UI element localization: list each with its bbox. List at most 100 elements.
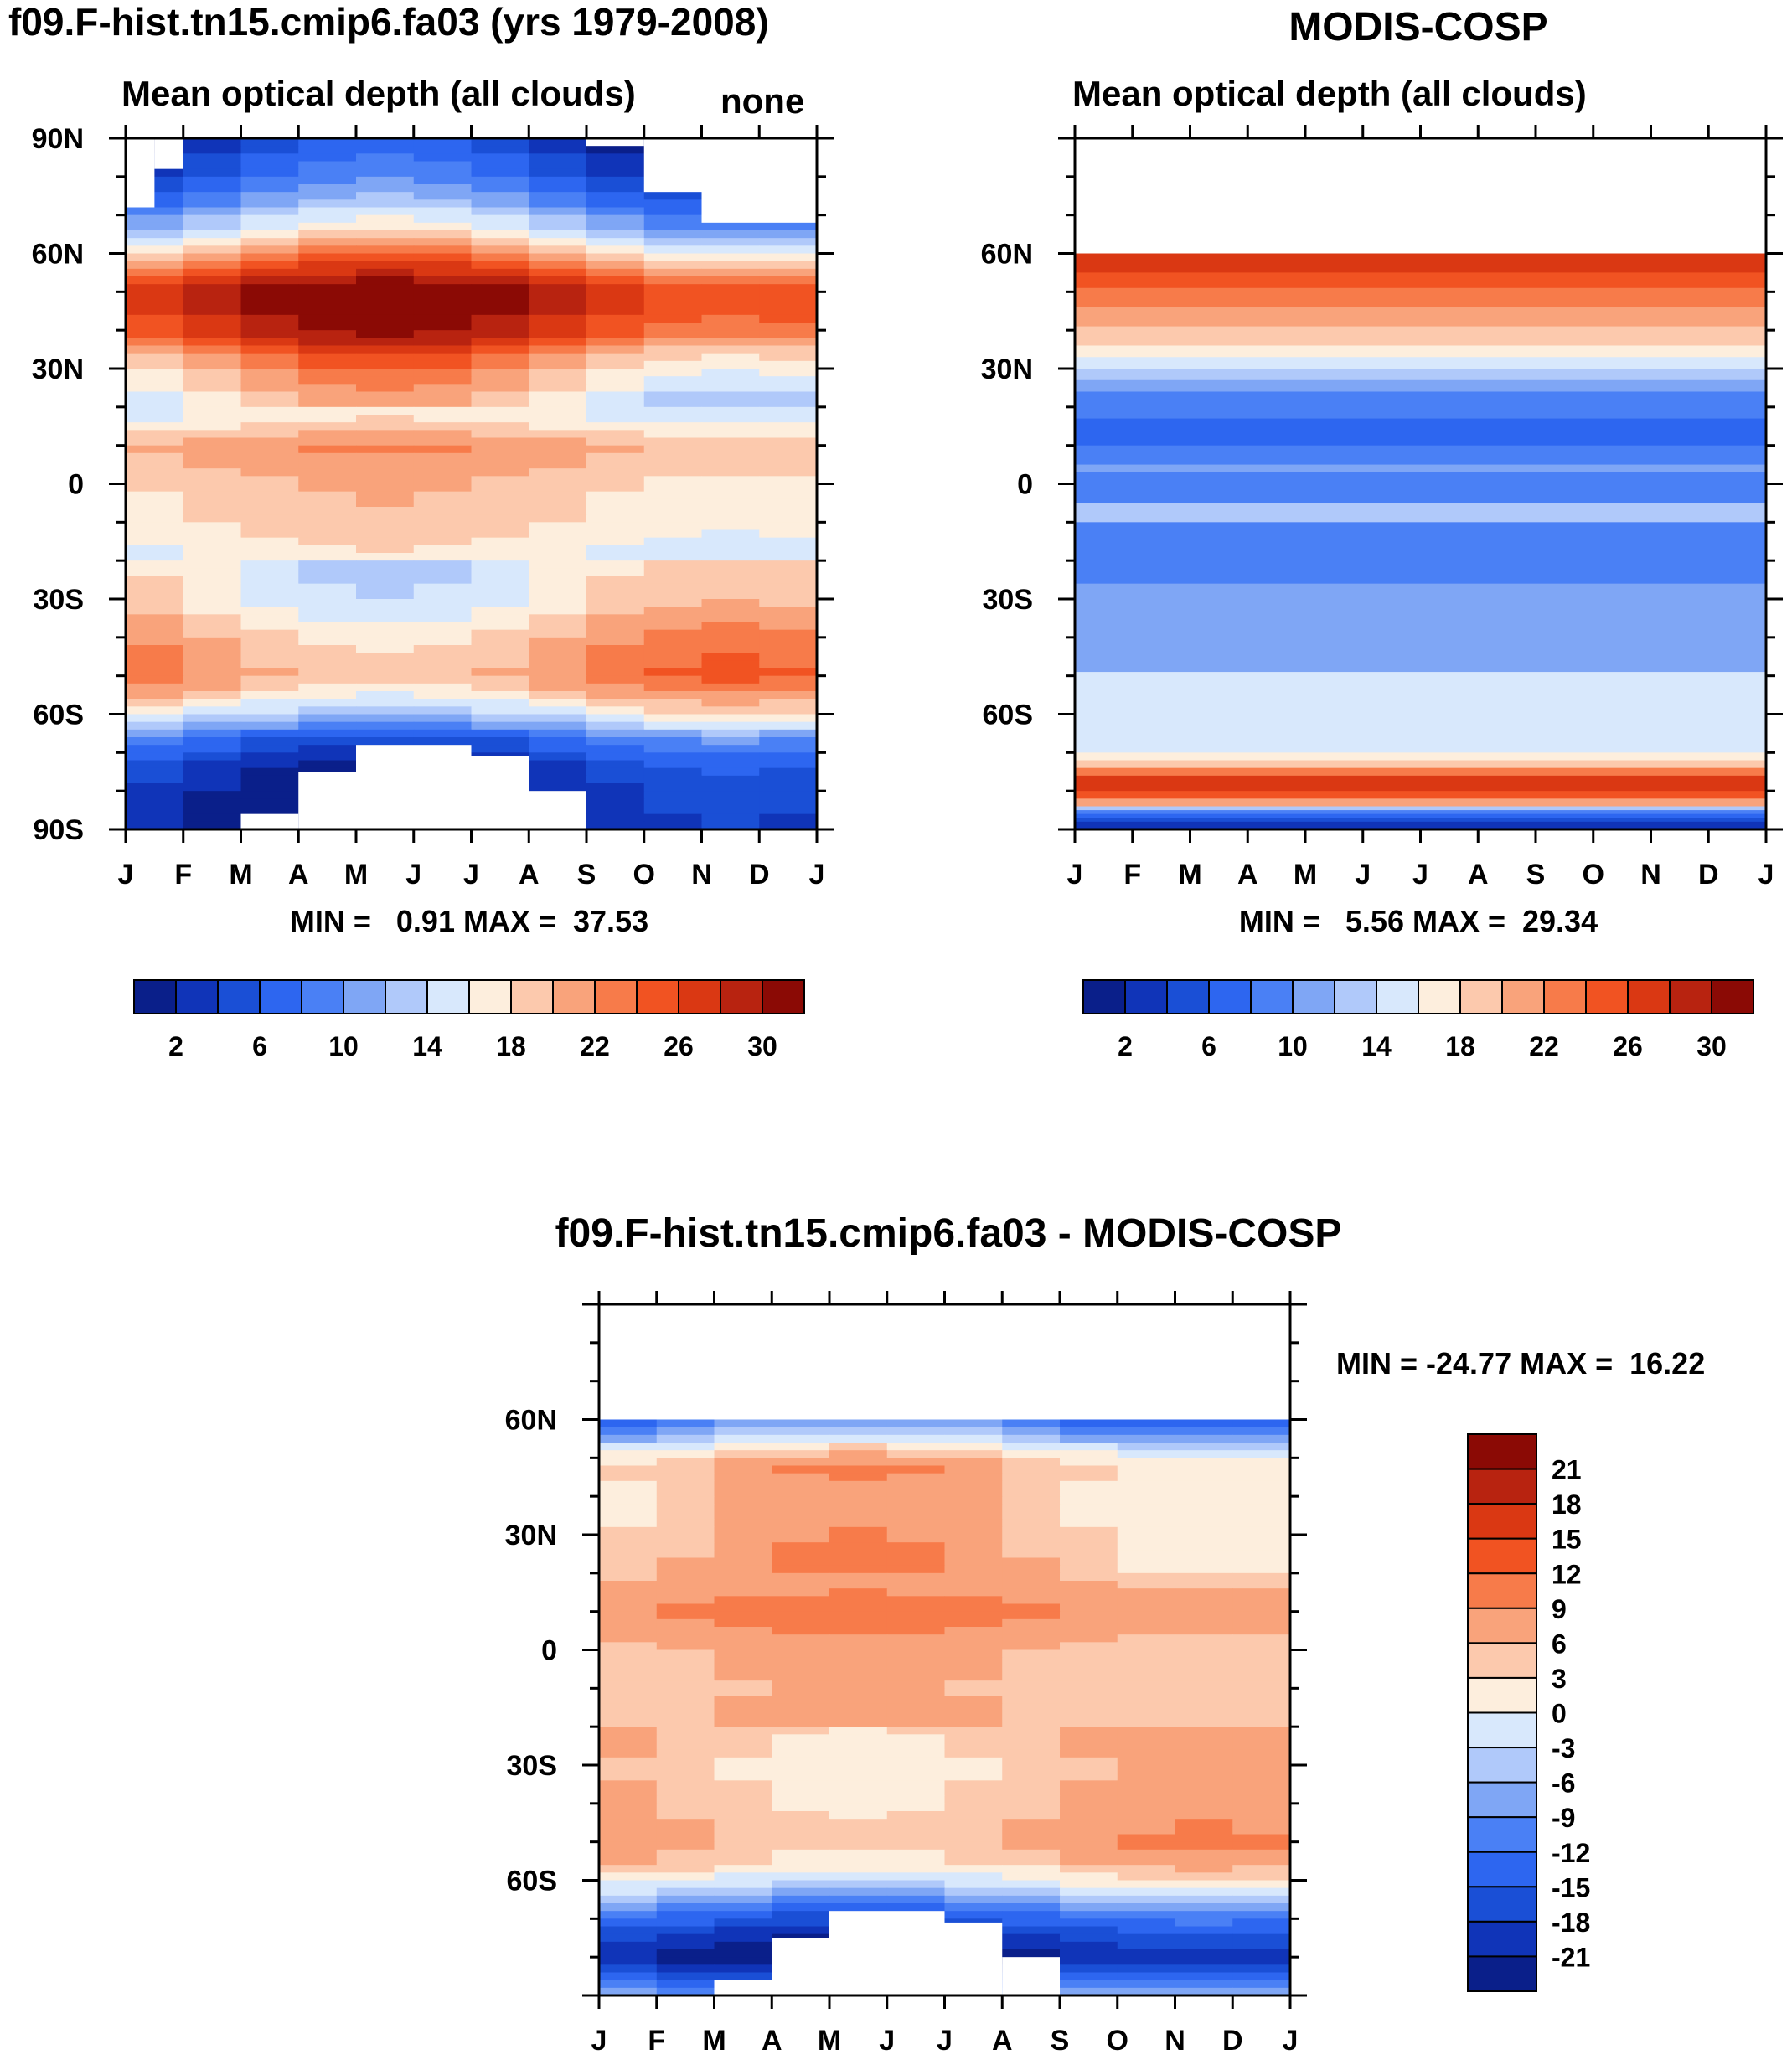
diff-colorbar-label: 0 — [1552, 1699, 1567, 1729]
model-cell — [240, 268, 299, 277]
diff-cell — [656, 1788, 715, 1797]
model-cell — [586, 483, 645, 493]
model-cell — [471, 161, 529, 170]
obs-x-label: M — [1178, 859, 1201, 890]
diff-cell — [599, 1596, 658, 1605]
diff-cell — [1060, 1649, 1118, 1659]
model-cell — [240, 391, 299, 400]
diff-cell — [1232, 1542, 1291, 1551]
model-cell — [240, 798, 299, 808]
model-cell — [183, 691, 242, 699]
model-cell — [471, 323, 529, 331]
diff-cell — [1175, 1565, 1233, 1574]
diff-cell — [599, 1511, 658, 1520]
model-cell — [643, 813, 703, 823]
model-cell — [471, 614, 529, 623]
model-cell — [701, 514, 760, 523]
model-cell — [643, 476, 703, 485]
model-cell — [356, 529, 415, 539]
diff-cell — [656, 1911, 715, 1919]
diff-cell — [1175, 1419, 1233, 1428]
diff-cell — [829, 1680, 888, 1689]
model-cell — [759, 821, 818, 830]
model-cell — [298, 491, 357, 500]
obs-band-21 — [1075, 752, 1766, 761]
model-cell — [701, 545, 760, 554]
diff-x-label: A — [762, 2025, 782, 2057]
model-cell — [529, 545, 587, 554]
model-cell — [701, 276, 760, 285]
model-cell — [298, 599, 357, 607]
diff-cell — [886, 1443, 946, 1451]
diff-cell — [772, 1596, 830, 1605]
diff-cell — [714, 1903, 772, 1912]
diff-colorbar-box — [1467, 1572, 1537, 1609]
model-cell — [413, 461, 473, 469]
model-colorbar-box — [133, 979, 177, 1014]
model-cell — [356, 568, 415, 577]
diff-cell — [772, 1788, 830, 1797]
model-cell — [586, 775, 645, 784]
diff-cell — [1175, 1703, 1233, 1712]
diff-cell — [1175, 1550, 1233, 1559]
model-cell — [586, 360, 645, 369]
model-cell — [759, 614, 818, 623]
diff-cell — [829, 1634, 888, 1643]
model-cell — [586, 614, 645, 623]
diff-cell — [599, 1649, 658, 1659]
model-cell — [759, 384, 818, 393]
model-cell — [643, 691, 703, 699]
model-cell — [240, 276, 299, 285]
model-cell — [643, 560, 703, 569]
model-cell — [126, 445, 184, 454]
model-cell — [586, 637, 645, 646]
diff-cell — [714, 1811, 772, 1820]
diff-cell — [1060, 1903, 1118, 1912]
diff-cell — [1232, 1773, 1291, 1781]
diff-missing-1 — [714, 1980, 772, 1995]
model-cell — [701, 330, 760, 338]
model-cell — [356, 668, 415, 677]
diff-cell — [886, 1711, 946, 1720]
diff-cell — [944, 1719, 1003, 1727]
diff-cell — [1002, 1680, 1061, 1689]
diff-cell — [886, 1895, 946, 1904]
diff-cell — [599, 1933, 658, 1943]
model-cell — [126, 338, 184, 347]
diff-cell — [1117, 1765, 1176, 1773]
model-cell — [759, 729, 818, 738]
model-cell — [356, 737, 415, 746]
model-cell — [126, 583, 184, 592]
model-cell — [356, 599, 415, 607]
diff-cell — [772, 1711, 830, 1720]
model-cell — [413, 514, 473, 523]
diff-cell — [1232, 1673, 1291, 1681]
diff-cell — [886, 1773, 946, 1781]
model-cell — [471, 176, 529, 185]
diff-cell — [886, 1673, 946, 1681]
model-cell — [413, 222, 473, 231]
model-cell — [240, 706, 299, 715]
model-cell — [586, 207, 645, 216]
model-cell — [183, 537, 242, 546]
diff-cell — [1175, 1649, 1233, 1659]
diff-cell — [656, 1657, 715, 1666]
model-cell — [586, 445, 645, 454]
model-cell — [126, 199, 184, 209]
model-cell — [183, 498, 242, 508]
model-cell — [529, 476, 587, 485]
model-cell — [701, 821, 760, 830]
diff-cell — [944, 1865, 1003, 1873]
model-cell — [701, 775, 760, 784]
model-cell — [759, 767, 818, 777]
diff-cell — [944, 1757, 1003, 1766]
model-cell — [643, 545, 703, 554]
model-cell — [759, 461, 818, 469]
model-cell — [183, 437, 242, 447]
diff-cell — [772, 1895, 830, 1904]
model-cell — [759, 276, 818, 285]
model-cell — [643, 452, 703, 462]
diff-title: f09.F-hist.tn15.cmip6.fa03 - MODIS-COSP — [555, 1211, 1342, 1256]
diff-cell — [599, 1811, 658, 1820]
